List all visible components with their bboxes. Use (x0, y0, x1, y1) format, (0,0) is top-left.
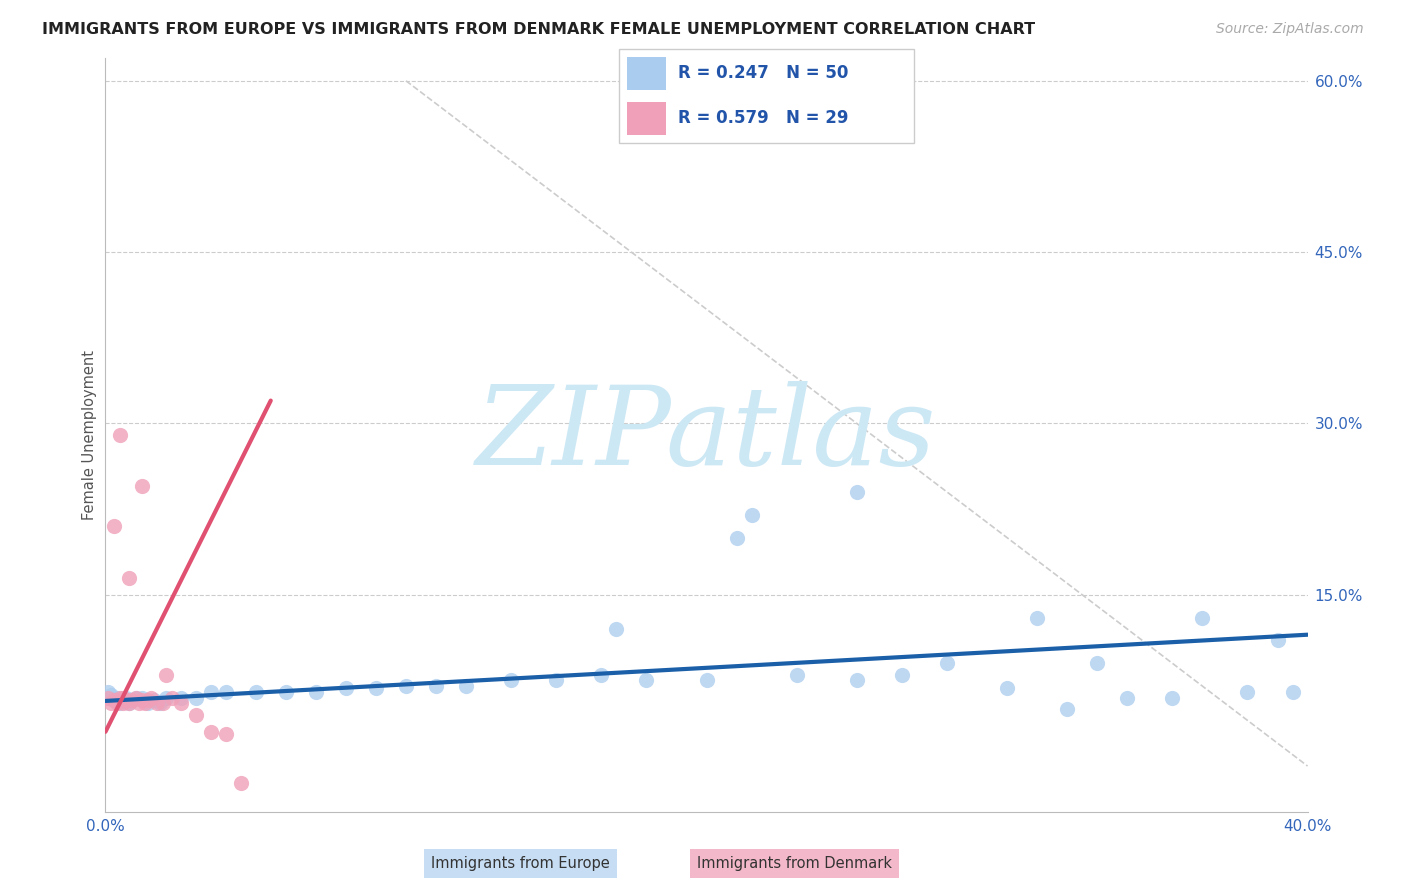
Point (121, 693, 143, 707)
Point (1191, 610, 1213, 624)
Point (1236, 685, 1258, 699)
Point (103, 693, 125, 707)
Point (936, 657, 959, 671)
Point (124, 690, 146, 705)
Point (636, 673, 658, 688)
Point (786, 667, 808, 681)
Point (425, 679, 447, 693)
Point (229, 776, 252, 790)
Point (148, 696, 170, 710)
Point (274, 685, 297, 699)
Point (155, 667, 177, 681)
Point (845, 485, 868, 500)
Point (118, 571, 141, 585)
Point (1281, 685, 1303, 699)
Point (136, 696, 159, 710)
Point (364, 681, 387, 696)
Point (605, 622, 627, 636)
Point (214, 727, 236, 741)
Point (142, 693, 165, 707)
Point (546, 673, 568, 688)
Point (121, 693, 143, 707)
Point (696, 673, 718, 688)
Point (454, 679, 477, 693)
Point (741, 508, 763, 522)
Point (1161, 690, 1184, 705)
Point (1116, 690, 1139, 705)
Point (124, 690, 146, 705)
Point (97, 690, 120, 705)
Point (395, 679, 418, 693)
Point (139, 690, 162, 705)
Text: R = 0.579   N = 29: R = 0.579 N = 29 (678, 110, 848, 128)
Point (184, 707, 207, 722)
Text: ZIPatlas: ZIPatlas (477, 381, 936, 489)
Point (160, 690, 183, 705)
Point (155, 690, 177, 705)
Point (305, 685, 328, 699)
Point (200, 685, 222, 699)
Point (152, 696, 174, 710)
Point (214, 685, 236, 699)
Point (995, 681, 1018, 696)
Point (107, 696, 129, 710)
Point (131, 690, 153, 705)
Point (845, 673, 868, 688)
Bar (627, 102, 666, 136)
Point (145, 696, 167, 710)
Point (107, 690, 129, 705)
Point (110, 690, 132, 705)
FancyBboxPatch shape (619, 49, 914, 143)
Text: Immigrants from Denmark: Immigrants from Denmark (697, 856, 891, 871)
Point (100, 688, 122, 702)
Point (97, 685, 120, 699)
Point (1056, 702, 1078, 716)
Point (591, 667, 613, 681)
Point (169, 690, 191, 705)
Point (501, 673, 523, 688)
Point (1026, 610, 1049, 624)
Point (890, 667, 912, 681)
Point (110, 696, 132, 710)
Point (100, 696, 122, 710)
Text: Immigrants from Europe: Immigrants from Europe (430, 856, 610, 871)
Text: Source: ZipAtlas.com: Source: ZipAtlas.com (1216, 22, 1364, 37)
Point (110, 428, 132, 442)
Point (200, 724, 222, 739)
Point (131, 693, 153, 707)
Point (134, 696, 156, 710)
Point (118, 696, 141, 710)
Point (184, 690, 207, 705)
Point (112, 696, 135, 710)
Point (118, 696, 141, 710)
Y-axis label: Female Unemployment: Female Unemployment (82, 350, 97, 520)
Point (1085, 657, 1108, 671)
Point (1267, 633, 1289, 648)
Point (335, 681, 357, 696)
Point (115, 693, 138, 707)
Text: R = 0.247   N = 50: R = 0.247 N = 50 (678, 64, 848, 82)
Point (136, 693, 159, 707)
Point (115, 690, 138, 705)
Point (131, 479, 153, 493)
Point (112, 693, 135, 707)
Point (128, 696, 150, 710)
Point (103, 519, 125, 533)
Bar (627, 56, 666, 90)
Text: IMMIGRANTS FROM EUROPE VS IMMIGRANTS FROM DENMARK FEMALE UNEMPLOYMENT CORRELATIO: IMMIGRANTS FROM EUROPE VS IMMIGRANTS FRO… (42, 22, 1035, 37)
Point (103, 693, 125, 707)
Point (245, 685, 267, 699)
Point (725, 531, 748, 545)
Point (112, 690, 135, 705)
Point (169, 696, 191, 710)
